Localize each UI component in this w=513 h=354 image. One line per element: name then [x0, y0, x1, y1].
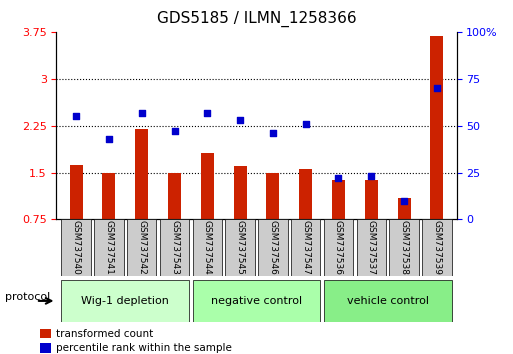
Point	[170, 129, 179, 134]
Text: GSM737538: GSM737538	[400, 220, 408, 275]
Bar	[430, 36, 443, 219]
Text: GSM737543: GSM737543	[170, 220, 179, 275]
FancyBboxPatch shape	[225, 219, 255, 276]
Text: GSM737545: GSM737545	[235, 220, 245, 275]
Text: percentile rank within the sample: percentile rank within the sample	[55, 343, 231, 353]
Text: negative control: negative control	[211, 296, 302, 306]
Bar	[168, 172, 181, 219]
Bar	[299, 170, 312, 219]
FancyBboxPatch shape	[94, 219, 124, 276]
Bar	[70, 165, 83, 219]
Text: protocol: protocol	[5, 292, 50, 302]
Bar	[233, 166, 247, 219]
FancyBboxPatch shape	[192, 280, 321, 322]
Point	[203, 110, 211, 115]
Text: GSM737537: GSM737537	[367, 220, 376, 275]
FancyBboxPatch shape	[127, 219, 156, 276]
FancyBboxPatch shape	[62, 280, 189, 322]
Text: vehicle control: vehicle control	[347, 296, 429, 306]
FancyBboxPatch shape	[324, 280, 451, 322]
Point	[334, 175, 343, 181]
Bar	[332, 180, 345, 219]
Bar	[40, 329, 51, 338]
Text: GSM737536: GSM737536	[334, 220, 343, 275]
FancyBboxPatch shape	[62, 219, 91, 276]
Bar	[266, 172, 280, 219]
Text: transformed count: transformed count	[55, 329, 153, 339]
Text: GSM737539: GSM737539	[432, 220, 441, 275]
FancyBboxPatch shape	[357, 219, 386, 276]
Point	[137, 110, 146, 115]
FancyBboxPatch shape	[291, 219, 321, 276]
Point	[269, 130, 277, 136]
Bar	[398, 198, 410, 219]
Text: GSM737547: GSM737547	[301, 220, 310, 275]
Point	[367, 173, 376, 179]
Text: GSM737540: GSM737540	[72, 220, 81, 275]
Bar	[135, 129, 148, 219]
Point	[433, 85, 441, 91]
Text: GSM737541: GSM737541	[105, 220, 113, 275]
Bar	[40, 343, 51, 353]
Text: Wig-1 depletion: Wig-1 depletion	[82, 296, 169, 306]
FancyBboxPatch shape	[422, 219, 451, 276]
FancyBboxPatch shape	[192, 219, 222, 276]
FancyBboxPatch shape	[389, 219, 419, 276]
FancyBboxPatch shape	[160, 219, 189, 276]
Text: GDS5185 / ILMN_1258366: GDS5185 / ILMN_1258366	[156, 11, 357, 27]
Bar	[103, 172, 115, 219]
FancyBboxPatch shape	[324, 219, 353, 276]
Text: GSM737546: GSM737546	[268, 220, 278, 275]
Text: GSM737544: GSM737544	[203, 221, 212, 275]
FancyBboxPatch shape	[258, 219, 288, 276]
Point	[72, 113, 80, 119]
Point	[302, 121, 310, 127]
Point	[105, 136, 113, 142]
Bar	[201, 153, 214, 219]
Text: GSM737542: GSM737542	[137, 221, 146, 275]
Bar	[365, 180, 378, 219]
Point	[400, 198, 408, 204]
Point	[236, 117, 244, 123]
